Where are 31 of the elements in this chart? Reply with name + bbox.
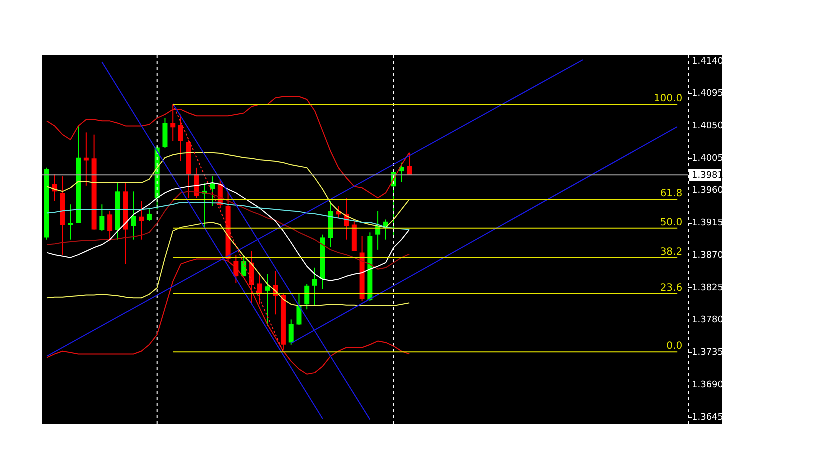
candlestick [100, 204, 105, 232]
candlestick [265, 274, 270, 327]
series-label: 0.0 [666, 341, 683, 352]
candlestick [304, 284, 310, 310]
candlestick [139, 200, 144, 240]
candlestick [68, 204, 74, 240]
candlestick [162, 118, 168, 150]
series-label: 23.6 [660, 282, 683, 294]
candlestick [178, 114, 184, 162]
y-tick-label: 1.3735 [692, 348, 724, 358]
series-label: 38.2 [660, 246, 683, 258]
candlestick [242, 254, 247, 278]
series-label: 100.0 [654, 94, 683, 105]
line-series [46, 96, 410, 199]
candlestick [170, 104, 176, 142]
candlestick [131, 191, 136, 240]
y-tick-label: 1.4095 [692, 89, 724, 100]
y-tick-label: 1.3825 [692, 283, 724, 294]
candlestick [312, 267, 318, 307]
line-series [46, 258, 410, 375]
candlestick [288, 319, 294, 346]
candlestick [108, 210, 113, 242]
candlestick [146, 208, 152, 222]
series-label: 61.8 [660, 188, 683, 200]
candlestick [257, 274, 262, 306]
candlestick [407, 152, 412, 176]
series-label: 50.0 [660, 217, 683, 228]
candlestick [399, 162, 404, 183]
y-tick-label: 1.4005 [692, 154, 724, 164]
y-tick-label: 1.3645 [692, 412, 724, 423]
y-tick-label: 1.3915 [692, 218, 724, 229]
